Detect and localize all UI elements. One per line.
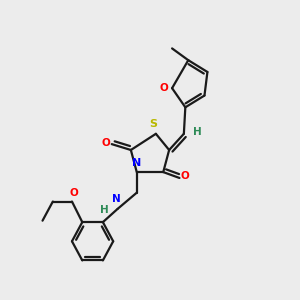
Text: N: N [132,158,141,168]
Text: N: N [112,194,121,205]
Text: O: O [69,188,78,198]
Text: O: O [160,82,169,93]
Text: O: O [181,172,190,182]
Text: H: H [100,206,109,215]
Text: S: S [149,119,157,129]
Text: H: H [193,127,201,137]
Text: O: O [101,138,110,148]
